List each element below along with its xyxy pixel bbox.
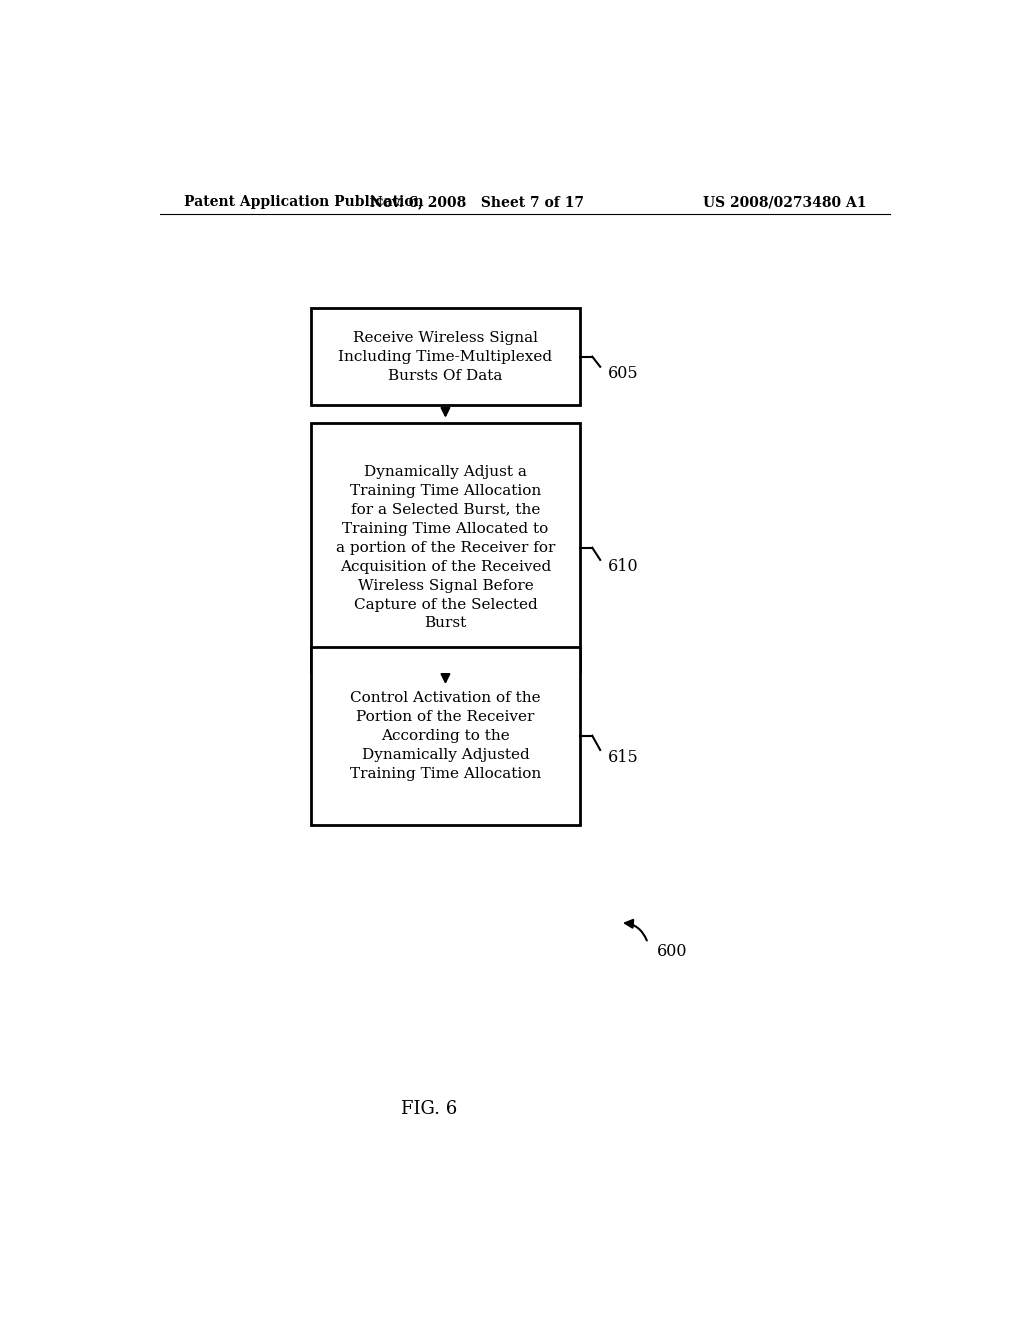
Bar [310,647,581,825]
Text: FIG. 6: FIG. 6 [401,1100,458,1118]
Bar [310,309,581,405]
Text: 600: 600 [657,942,688,960]
Text: Nov. 6, 2008   Sheet 7 of 17: Nov. 6, 2008 Sheet 7 of 17 [371,195,584,209]
Text: 610: 610 [608,558,639,576]
Text: 615: 615 [608,748,639,766]
Text: 605: 605 [608,366,639,383]
Text: US 2008/0273480 A1: US 2008/0273480 A1 [702,195,866,209]
Text: Dynamically Adjust a
Training Time Allocation
for a Selected Burst, the
Training: Dynamically Adjust a Training Time Alloc… [336,465,555,631]
Text: Patent Application Publication: Patent Application Publication [183,195,423,209]
Bar [310,424,581,672]
Text: Receive Wireless Signal
Including Time-Multiplexed
Bursts Of Data: Receive Wireless Signal Including Time-M… [338,330,553,383]
Text: Control Activation of the
Portion of the Receiver
According to the
Dynamically A: Control Activation of the Portion of the… [350,690,541,780]
